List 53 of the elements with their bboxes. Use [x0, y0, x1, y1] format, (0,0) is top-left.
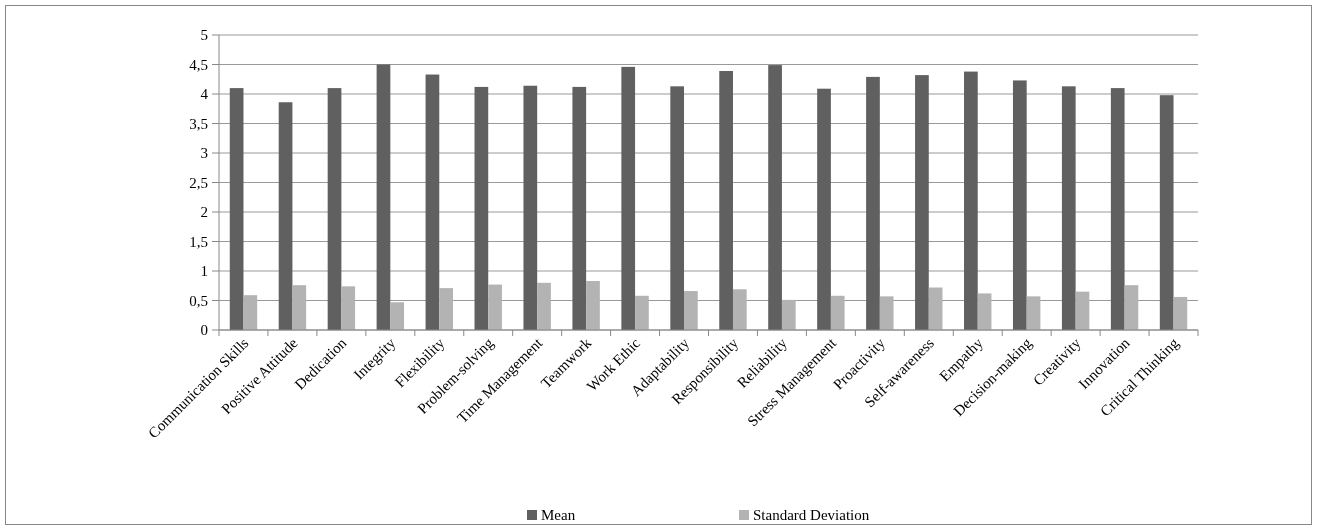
bar [292, 285, 307, 330]
bar [1075, 291, 1090, 330]
bar [425, 74, 440, 330]
bar [866, 76, 880, 330]
bar [243, 295, 258, 330]
bar [781, 299, 796, 330]
bar [376, 64, 391, 330]
legend-label: Standard Deviation [753, 507, 870, 523]
bar [1026, 296, 1041, 330]
bar [719, 70, 733, 330]
y-tick-label: 3 [200, 145, 208, 162]
bar [977, 293, 992, 330]
bar [1110, 88, 1125, 330]
bar [341, 286, 356, 330]
bar [229, 88, 244, 330]
bar [439, 288, 453, 330]
bar [278, 102, 293, 330]
y-tick-label: 1,5 [189, 233, 208, 250]
bar [670, 86, 685, 330]
bar [474, 86, 489, 330]
y-tick-label: 1 [200, 263, 208, 280]
bar [1012, 80, 1027, 330]
bar [1159, 95, 1174, 330]
y-tick-label: 2 [200, 204, 208, 221]
y-tick-label: 5 [200, 27, 208, 44]
bar [1124, 285, 1139, 330]
bar [830, 295, 845, 330]
bar [915, 75, 929, 330]
legend-label: Mean [541, 507, 576, 523]
bar [964, 71, 978, 330]
bar [621, 66, 636, 330]
bar [1061, 86, 1076, 330]
bar [768, 65, 782, 330]
bar [572, 86, 587, 330]
bar [1173, 296, 1188, 330]
bar [879, 296, 894, 330]
y-tick-label: 2,5 [189, 174, 208, 191]
bar [817, 88, 831, 330]
y-tick-label: 0 [200, 322, 208, 339]
bar [732, 289, 747, 330]
bar [523, 85, 538, 330]
bar [327, 88, 342, 330]
bar [635, 295, 649, 330]
y-tick-label: 3,5 [189, 115, 208, 132]
bar [390, 302, 405, 330]
y-tick-label: 4,5 [189, 56, 208, 73]
y-tick-label: 4 [200, 86, 209, 103]
bar [488, 284, 502, 330]
y-tick-label: 0,5 [189, 292, 208, 309]
bar [684, 291, 698, 330]
bar [586, 281, 600, 330]
bar [928, 287, 943, 330]
bar [537, 282, 551, 330]
